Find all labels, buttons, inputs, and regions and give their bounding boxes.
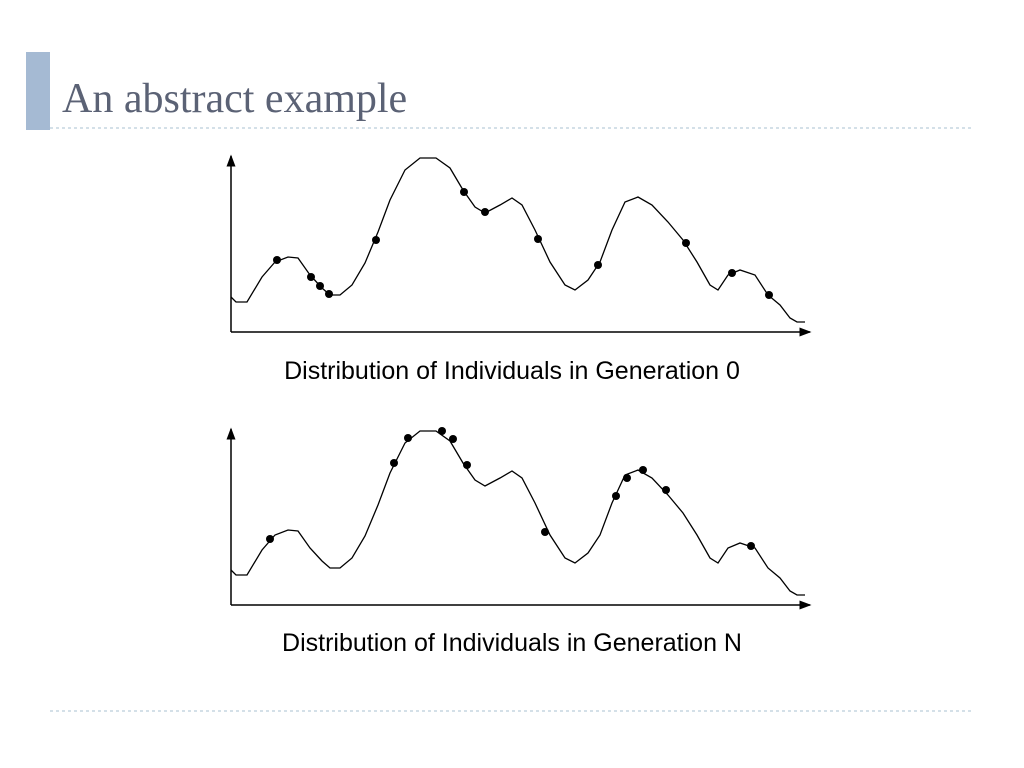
- slide-title: An abstract example: [62, 76, 407, 122]
- diagram: Distribution of Individuals in Generatio…: [231, 156, 810, 385]
- caption: Distribution of Individuals in Generatio…: [282, 629, 742, 657]
- fitness-curve: [231, 429, 810, 605]
- diagram: Distribution of Individuals in Generatio…: [231, 427, 810, 657]
- individuals: [266, 427, 755, 550]
- caption: Distribution of Individuals in Generatio…: [284, 357, 740, 385]
- accent-bar: [26, 52, 50, 130]
- fitness-curve: [231, 156, 810, 332]
- individuals: [273, 188, 773, 299]
